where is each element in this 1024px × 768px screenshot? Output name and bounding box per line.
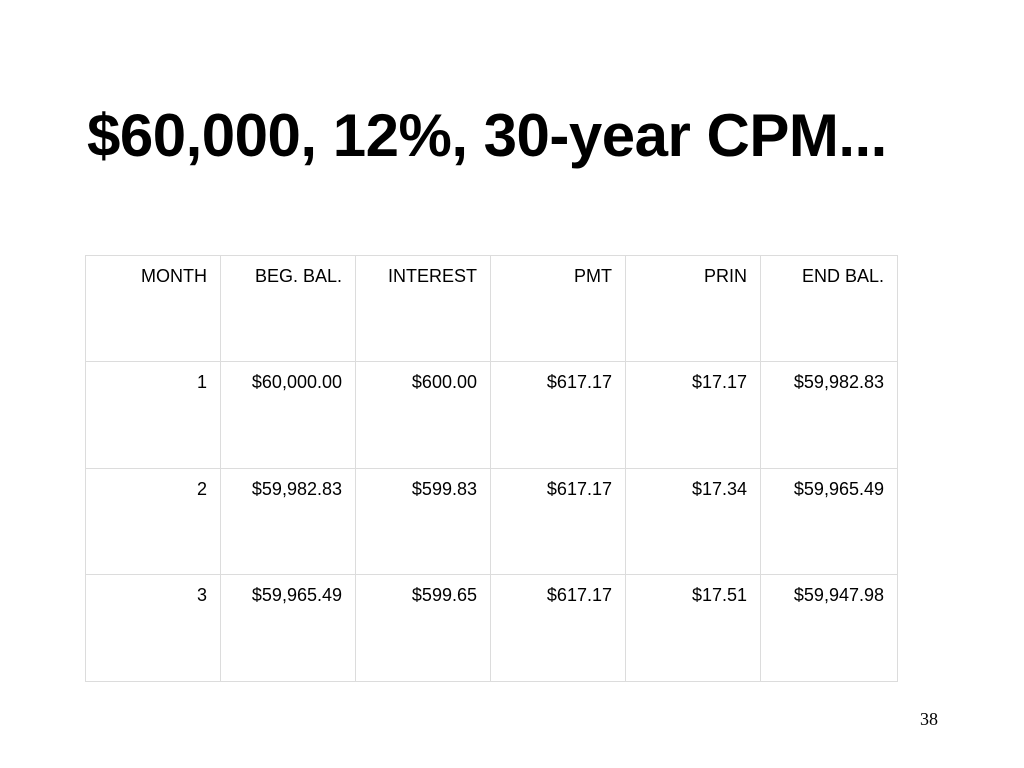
header-end-bal: END BAL. [760, 255, 898, 362]
cell-month: 2 [85, 467, 221, 576]
cell-pmt: $617.17 [490, 574, 626, 682]
header-month: MONTH [85, 255, 221, 362]
cell-prin: $17.34 [625, 467, 761, 576]
slide-title: $60,000, 12%, 30-year CPM... [87, 102, 887, 169]
cell-pmt: $617.17 [490, 467, 626, 576]
cell-interest: $600.00 [355, 361, 491, 469]
table-header-row: MONTH BEG. BAL. INTEREST PMT PRIN END BA… [85, 255, 898, 362]
table-row: 3 $59,965.49 $599.65 $617.17 $17.51 $59,… [85, 574, 898, 682]
cell-beg-bal: $59,965.49 [220, 574, 356, 682]
table-row: 2 $59,982.83 $599.83 $617.17 $17.34 $59,… [85, 467, 898, 576]
header-prin: PRIN [625, 255, 761, 362]
cell-interest: $599.65 [355, 574, 491, 682]
header-interest: INTEREST [355, 255, 491, 362]
header-pmt: PMT [490, 255, 626, 362]
cell-beg-bal: $60,000.00 [220, 361, 356, 469]
cell-end-bal: $59,947.98 [760, 574, 898, 682]
slide-number: 38 [920, 709, 938, 729]
cell-prin: $17.17 [625, 361, 761, 469]
cell-month: 1 [85, 361, 221, 469]
cell-beg-bal: $59,982.83 [220, 467, 356, 576]
cell-interest: $599.83 [355, 467, 491, 576]
cell-prin: $17.51 [625, 574, 761, 682]
header-beg-bal: BEG. BAL. [220, 255, 356, 362]
cell-end-bal: $59,982.83 [760, 361, 898, 469]
cell-pmt: $617.17 [490, 361, 626, 469]
table-row: 1 $60,000.00 $600.00 $617.17 $17.17 $59,… [85, 361, 898, 469]
cell-month: 3 [85, 574, 221, 682]
cell-end-bal: $59,965.49 [760, 467, 898, 576]
amortization-table: MONTH BEG. BAL. INTEREST PMT PRIN END BA… [85, 255, 898, 682]
